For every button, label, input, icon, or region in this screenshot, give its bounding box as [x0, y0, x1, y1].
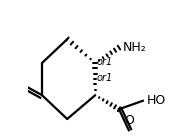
Text: NH₂: NH₂ [123, 41, 147, 54]
Text: HO: HO [147, 94, 166, 107]
Text: O: O [124, 114, 134, 127]
Text: or1: or1 [97, 57, 113, 67]
Text: or1: or1 [97, 73, 113, 83]
